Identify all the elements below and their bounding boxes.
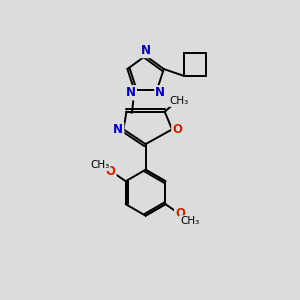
Text: N: N <box>155 86 165 99</box>
Text: CH₃: CH₃ <box>90 160 110 170</box>
Text: N: N <box>113 123 123 136</box>
Text: N: N <box>126 86 136 99</box>
Text: O: O <box>105 165 116 178</box>
Text: CH₃: CH₃ <box>170 96 189 106</box>
Text: N: N <box>141 44 151 57</box>
Text: CH₃: CH₃ <box>180 216 199 226</box>
Text: O: O <box>175 207 185 220</box>
Text: O: O <box>172 123 182 136</box>
